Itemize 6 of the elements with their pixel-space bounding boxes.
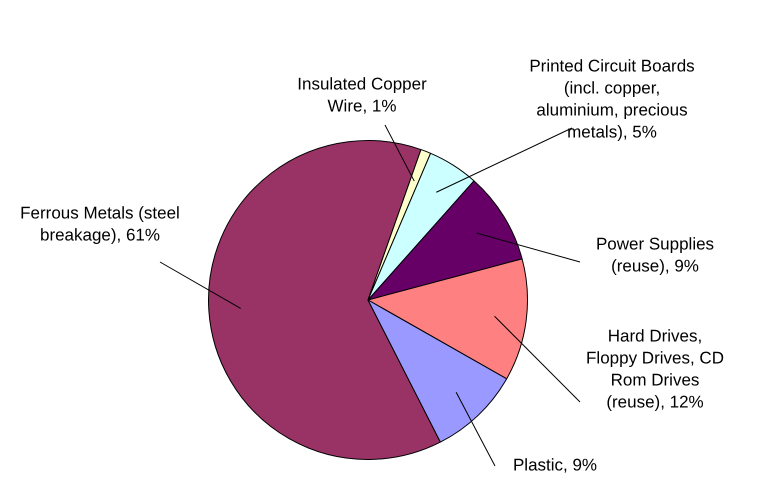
slice-label: Insulated Copper Wire, 1% <box>297 74 428 116</box>
slice-label: Hard Drives, Floppy Drives, CD Rom Drives (reuse), 12% <box>586 326 724 412</box>
slice-label: Plastic, 9% <box>512 456 598 475</box>
slice-label: Ferrous Metals (steel breakage), 61% <box>20 204 180 245</box>
slice-label: Power Supplies (reuse), 9% <box>596 234 714 276</box>
slice-label: Printed Circuit Boards (incl. copper, aluminium, precious metals), 5% <box>529 56 695 142</box>
